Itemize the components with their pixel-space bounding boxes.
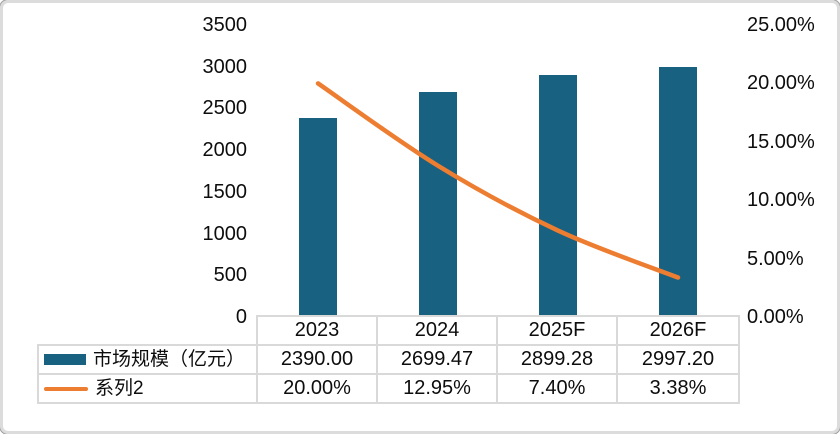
left-axis-tick-label: 1000 [202, 222, 248, 245]
data-table: 2023 2024 2025F 2026F 市场规模（亿元） 2390.00 2699.47… [37, 315, 740, 404]
legend-series-name: 系列2 [95, 377, 144, 399]
table-col-header-2025F: 2025F [496, 315, 618, 346]
right-axis-tick-label: 10.00% [747, 189, 815, 212]
legend-cell-bar-series: 市场规模（亿元） [37, 344, 258, 375]
left-axis-tick-label: 2500 [202, 97, 248, 120]
table-value-市场规模（亿元）-2026F: 2997.20 [616, 344, 740, 375]
left-axis-tick-label: 3000 [202, 55, 248, 78]
bar-2026F [659, 66, 697, 317]
right-axis-tick-label: 15.00% [747, 130, 815, 153]
table-value-市场规模（亿元）-2024: 2699.47 [376, 344, 498, 375]
legend-cell-line-series: 系列2 [37, 373, 258, 404]
right-axis-tick-label: 5.00% [747, 247, 804, 270]
left-axis-tick-label: 1500 [202, 180, 248, 203]
trend-line [315, 81, 681, 280]
table-col-header-2023: 2023 [256, 315, 378, 346]
table-value-市场规模（亿元）-2025F: 2899.28 [496, 344, 618, 375]
left-axis-tick-label: 2000 [202, 139, 248, 162]
legend-series-name: 市场规模（亿元） [93, 348, 246, 370]
bar-legend-swatch-icon [44, 354, 86, 365]
bar-2025F [539, 75, 577, 317]
table-series-row-1: 市场规模（亿元） 2390.00 2699.47 2899.28 2997.20 [37, 344, 740, 375]
right-axis-tick-label: 20.00% [747, 72, 815, 95]
legend-inner: 系列2 [40, 377, 255, 399]
table-value-市场规模（亿元）-2023: 2390.00 [256, 344, 378, 375]
table-col-header-2024: 2024 [376, 315, 498, 346]
table-col-header-2026F: 2026F [616, 315, 740, 346]
legend-inner: 市场规模（亿元） [40, 348, 255, 370]
table-value-系列2-2025F: 7.40% [496, 373, 618, 404]
line-legend-swatch-icon [44, 386, 88, 391]
chart-area: 3500 3000 2500 2000 1500 1000 500 0 25.00% 20.00%… [3, 3, 837, 431]
table-value-系列2-2026F: 3.38% [616, 373, 740, 404]
table-value-系列2-2023: 20.00% [256, 373, 378, 404]
left-axis-tick-label: 500 [213, 264, 247, 287]
table-blank-corner [38, 316, 258, 346]
table-series-row-2: 系列2 20.00% 12.95% 7.40% 3.38% [37, 373, 740, 404]
right-axis-tick-label: 25.00% [747, 14, 815, 36]
table-value-系列2-2024: 12.95% [376, 373, 498, 404]
right-axis-tick-label: 0.00% [747, 306, 804, 328]
table-header-row: 2023 2024 2025F 2026F [38, 315, 740, 346]
bar-2024 [419, 91, 457, 317]
left-axis-tick-label: 3500 [202, 14, 248, 36]
bar-2023 [299, 117, 337, 317]
